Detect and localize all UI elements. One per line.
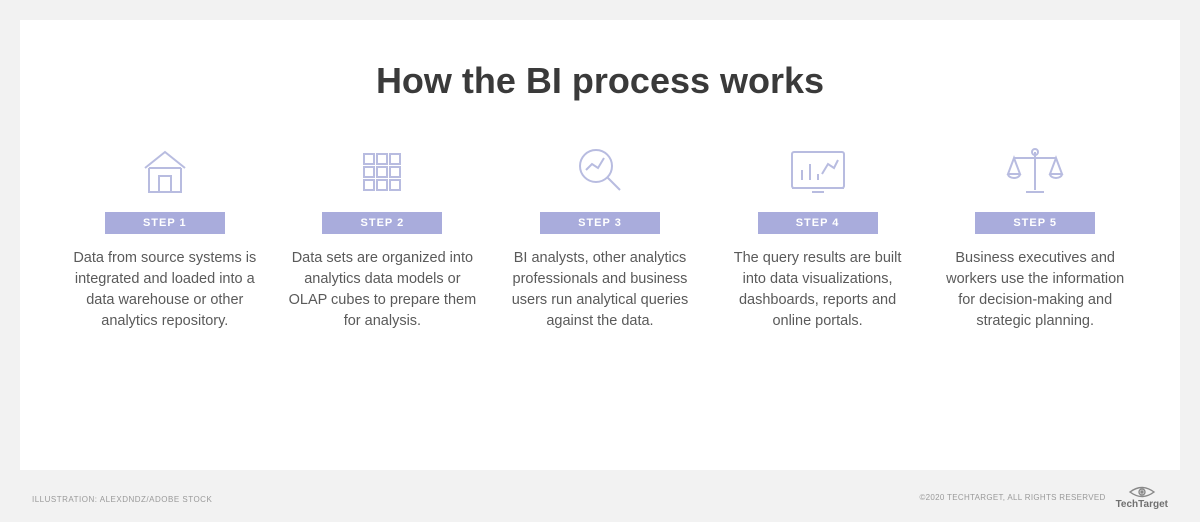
step-badge: STEP 2 xyxy=(322,212,442,234)
step-desc: Data from source systems is integrated a… xyxy=(70,248,260,332)
step-5: STEP 5 Business executives and workers u… xyxy=(940,138,1130,332)
analyze-icon xyxy=(572,138,628,198)
page-title: How the BI process works xyxy=(70,60,1130,102)
techtarget-logo: TechTarget xyxy=(1116,485,1168,510)
step-desc: Data sets are organized into analytics d… xyxy=(288,248,478,332)
step-3: STEP 3 BI analysts, other analytics prof… xyxy=(505,138,695,332)
step-badge: STEP 3 xyxy=(540,212,660,234)
footer-right: ©2020 TECHTARGET, ALL RIGHTS RESERVED Te… xyxy=(919,485,1168,510)
step-1: STEP 1 Data from source systems is integ… xyxy=(70,138,260,332)
scales-icon xyxy=(1004,138,1066,198)
step-desc: The query results are built into data vi… xyxy=(723,248,913,332)
eye-icon xyxy=(1128,485,1156,499)
step-desc: BI analysts, other analytics professiona… xyxy=(505,248,695,332)
warehouse-icon xyxy=(139,138,191,198)
step-4: STEP 4 The query results are built into … xyxy=(723,138,913,332)
step-badge: STEP 1 xyxy=(105,212,225,234)
step-badge: STEP 5 xyxy=(975,212,1095,234)
copyright-text: ©2020 TECHTARGET, ALL RIGHTS RESERVED xyxy=(919,493,1105,502)
dashboard-icon xyxy=(788,138,848,198)
steps-row: STEP 1 Data from source systems is integ… xyxy=(70,138,1130,332)
logo-text: TechTarget xyxy=(1116,499,1168,510)
step-2: STEP 2 Data sets are organized into anal… xyxy=(288,138,478,332)
step-badge: STEP 4 xyxy=(758,212,878,234)
infographic-card: How the BI process works STEP 1 Data fro… xyxy=(20,20,1180,470)
step-desc: Business executives and workers use the … xyxy=(940,248,1130,332)
grid-icon xyxy=(356,138,408,198)
illustration-credit: ILLUSTRATION: ALEXDNDZ/ADOBE STOCK xyxy=(32,495,212,504)
